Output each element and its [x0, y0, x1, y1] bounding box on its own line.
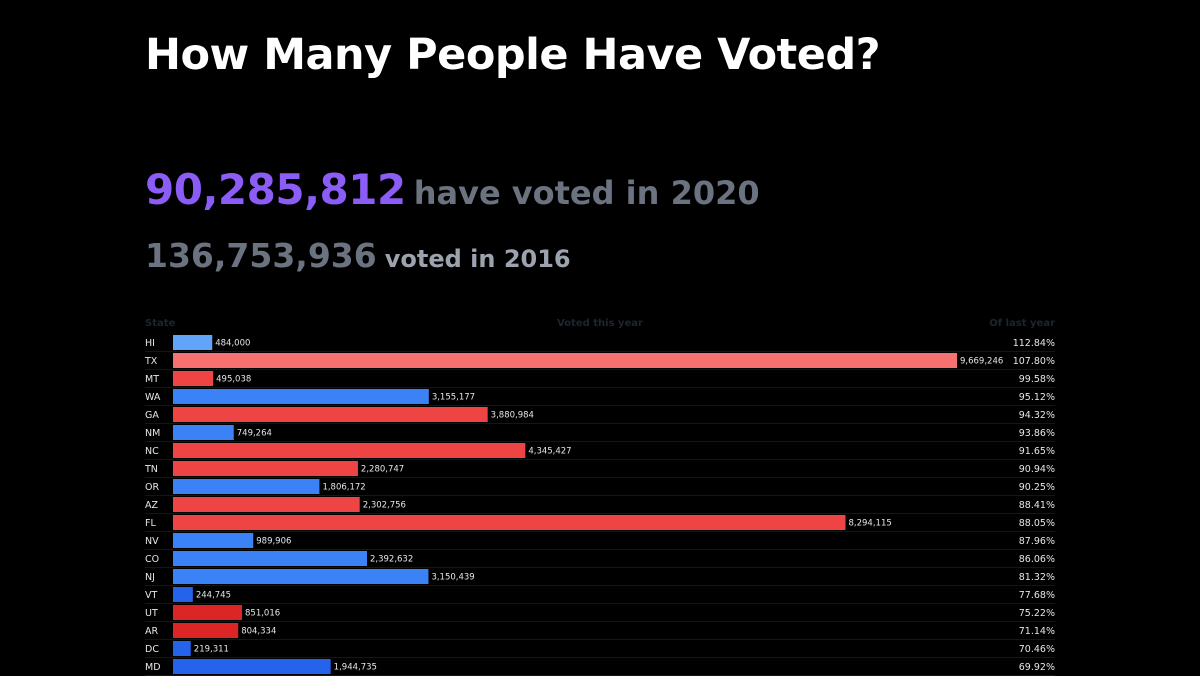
- state-label: NC: [145, 446, 159, 457]
- bar: [173, 497, 360, 512]
- value-label: 484,000: [215, 339, 250, 349]
- value-label: 3,155,177: [432, 393, 475, 403]
- pct-label: 88.05%: [1019, 518, 1055, 529]
- bar: [173, 407, 488, 422]
- pct-label: 71.14%: [1019, 626, 1055, 637]
- bar: [173, 533, 254, 548]
- value-label: 244,745: [196, 591, 231, 601]
- stat-2016: 136,753,936 voted in 2016: [145, 236, 571, 275]
- state-label: AR: [145, 626, 158, 637]
- bar: [173, 389, 429, 404]
- bar: [173, 443, 526, 458]
- state-label: WA: [145, 392, 161, 403]
- value-label: 2,280,747: [361, 465, 404, 475]
- bar: [173, 353, 957, 368]
- pct-label: 95.12%: [1019, 392, 1055, 403]
- pct-label: 93.86%: [1019, 428, 1055, 439]
- value-label: 1,806,172: [322, 483, 365, 493]
- bar: [173, 371, 214, 386]
- value-label: 9,669,246: [960, 357, 1003, 367]
- value-label: 219,311: [194, 645, 229, 655]
- voted-2020-label: have voted in 2020: [413, 174, 760, 212]
- pct-label: 77.68%: [1019, 590, 1055, 601]
- pct-label: 88.41%: [1019, 500, 1055, 511]
- page-title: How Many People Have Voted?: [145, 30, 881, 80]
- value-label: 749,264: [237, 429, 272, 439]
- pct-label: 75.22%: [1019, 608, 1055, 619]
- pct-label: 112.84%: [1013, 338, 1055, 349]
- state-label: MD: [145, 662, 161, 673]
- pct-label: 99.58%: [1019, 374, 1055, 385]
- state-label: NJ: [145, 572, 155, 583]
- value-label: 989,906: [256, 537, 291, 547]
- voted-2016-label: voted in 2016: [384, 245, 571, 273]
- pct-label: 90.25%: [1019, 482, 1055, 493]
- pct-label: 94.32%: [1019, 410, 1055, 421]
- value-label: 3,880,984: [491, 411, 534, 421]
- state-label: TX: [144, 356, 158, 367]
- pct-label: 70.46%: [1019, 644, 1055, 655]
- table-header: State Voted this year Of last year: [145, 318, 1055, 332]
- pct-label: 87.96%: [1019, 536, 1055, 547]
- bar: [173, 515, 846, 530]
- value-label: 3,150,439: [431, 573, 474, 583]
- state-label: GA: [145, 410, 159, 421]
- value-label: 1,944,735: [334, 663, 377, 673]
- state-label: UT: [145, 608, 158, 619]
- pct-label: 69.92%: [1019, 662, 1055, 673]
- value-label: 495,038: [216, 375, 251, 385]
- pct-label: 86.06%: [1019, 554, 1055, 565]
- bar: [173, 461, 358, 476]
- voted-2016-count: 136,753,936: [145, 236, 377, 275]
- bar: [173, 605, 243, 620]
- value-label: 2,392,632: [370, 555, 413, 565]
- bar: [173, 425, 234, 440]
- pct-label: 81.32%: [1019, 572, 1055, 583]
- value-label: 804,334: [241, 627, 276, 637]
- state-label: HI: [145, 338, 155, 349]
- state-label: VT: [145, 590, 157, 601]
- bar: [173, 335, 213, 350]
- pct-label: 107.80%: [1013, 356, 1055, 367]
- state-label: AZ: [145, 500, 158, 511]
- bar: [173, 641, 191, 656]
- value-label: 8,294,115: [849, 519, 892, 529]
- value-label: 2,302,756: [363, 501, 406, 511]
- bar: [173, 479, 320, 494]
- state-label: MT: [145, 374, 159, 385]
- bar: [173, 569, 429, 584]
- state-label: NV: [145, 536, 159, 547]
- pct-label: 90.94%: [1019, 464, 1055, 475]
- state-label: NM: [145, 428, 160, 439]
- header-voted[interactable]: Voted this year: [556, 318, 643, 329]
- state-label: CO: [145, 554, 159, 565]
- state-label: DC: [145, 644, 159, 655]
- bar: [173, 587, 193, 602]
- bar: [173, 623, 239, 638]
- header-pct[interactable]: Of last year: [989, 318, 1055, 329]
- state-label: TN: [144, 464, 158, 475]
- pct-label: 91.65%: [1019, 446, 1055, 457]
- stat-2020: 90,285,812 have voted in 2020: [145, 165, 760, 214]
- state-label: FL: [145, 518, 156, 529]
- bar: [173, 551, 367, 566]
- bar: [173, 659, 331, 674]
- value-label: 851,016: [245, 609, 280, 619]
- header-state[interactable]: State: [145, 318, 176, 329]
- state-label: OR: [145, 482, 159, 493]
- value-label: 4,345,427: [528, 447, 571, 457]
- voted-2020-count: 90,285,812: [145, 165, 406, 214]
